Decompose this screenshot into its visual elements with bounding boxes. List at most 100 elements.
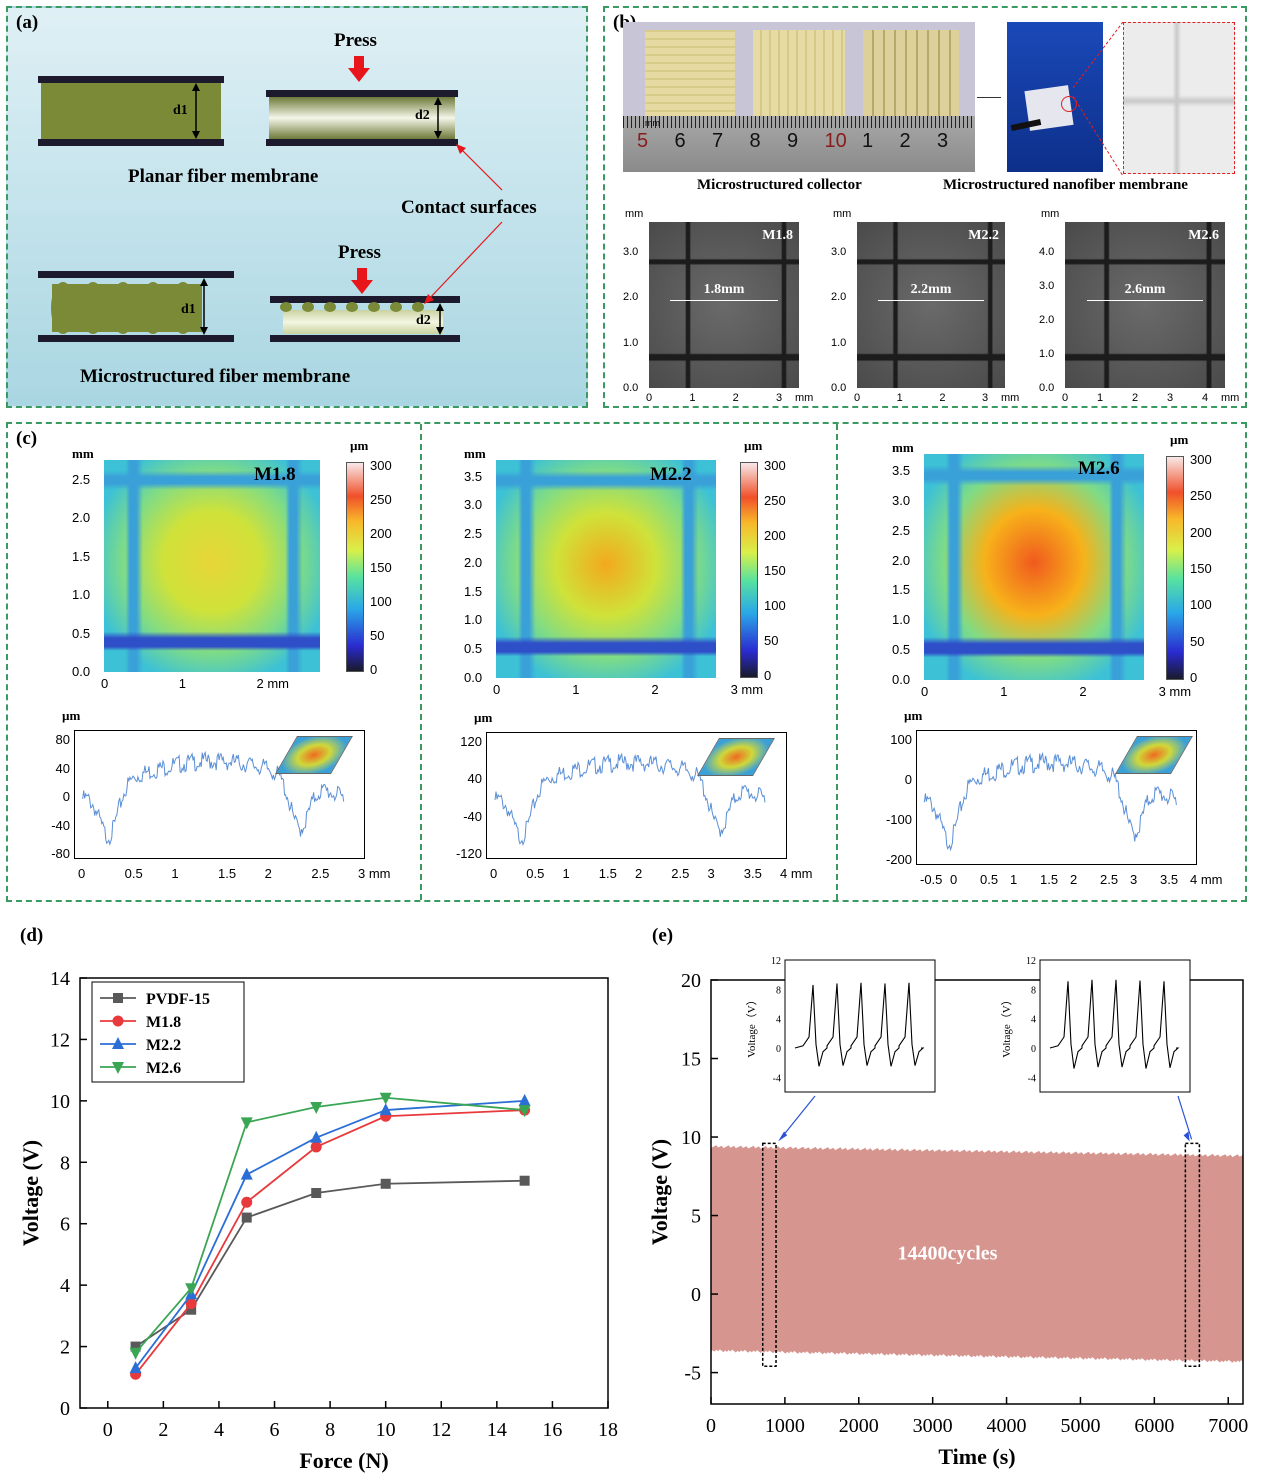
y-tick-label: 14 — [50, 968, 70, 990]
map-y-tick: 1.5 — [464, 583, 483, 599]
membrane-zoom — [1123, 22, 1235, 174]
sem-y-tick: 2.0 — [1039, 314, 1055, 326]
sem-name: M1.8 — [762, 228, 793, 243]
collector-caption: Microstructured collector — [697, 177, 862, 193]
map-name: M2.2 — [650, 464, 692, 485]
inset-y-label: Voltage（V） — [745, 994, 758, 1057]
x-tick-label: 3000 — [913, 1415, 953, 1437]
sem-y-tick: 3.0 — [1039, 280, 1055, 292]
profile-line — [82, 750, 345, 846]
plate — [270, 296, 460, 303]
profile-x-tick: 2 — [1070, 872, 1078, 887]
sem-x-tick: 4 — [1202, 392, 1209, 404]
map-y-tick: 3.0 — [892, 492, 911, 508]
arrow — [977, 97, 1001, 98]
sem-x-unit: mm — [1001, 392, 1020, 404]
sem-x-unit: mm — [795, 392, 814, 404]
profile-y-unit: µm — [904, 708, 923, 723]
map-y-tick: 1.5 — [892, 582, 911, 598]
y-tick-label: 0 — [691, 1284, 701, 1306]
colorbar-tick: 250 — [1190, 488, 1212, 504]
map-y-tick: 1.0 — [892, 612, 911, 628]
profile-x-tick: 3.5 — [743, 866, 762, 881]
zoom-lines — [1073, 21, 1123, 177]
sem-x-tick: 3 — [982, 392, 989, 404]
colorbar-tick: 200 — [1190, 524, 1212, 540]
plot-frame — [710, 979, 1244, 1405]
profile-line — [923, 751, 1177, 852]
press-label-top: Press — [334, 30, 377, 51]
ruler-number: 1 — [862, 130, 874, 152]
map-y-tick: 0.0 — [892, 672, 911, 687]
map-y-tick: 1.5 — [72, 548, 91, 564]
colorbar-tick: 150 — [764, 563, 786, 578]
series-line — [135, 1179, 525, 1348]
dim-arrow — [1087, 300, 1203, 301]
plate — [38, 335, 234, 342]
map-x-tick: 3 mm — [730, 682, 764, 697]
colorbar-tick: 200 — [370, 526, 392, 541]
sem-image: M2.2 2.2mm — [857, 222, 1005, 388]
x-tick-label: 6 — [270, 1419, 280, 1441]
sem-name: M2.2 — [968, 228, 999, 243]
x-tick-label: 10 — [376, 1419, 396, 1441]
sem-y-tick: 4.0 — [1039, 246, 1055, 258]
inset-pointer — [779, 1095, 816, 1140]
dim-arrow — [670, 300, 778, 301]
series-line — [134, 1096, 525, 1354]
x-tick-label: 4 — [214, 1419, 224, 1441]
colorbar-tick: 300 — [764, 458, 786, 473]
profile-x-tick: 2.5 — [311, 866, 330, 881]
micro-caption: Microstructured fiber membrane — [80, 366, 351, 387]
map-x-tick: 2 — [651, 682, 659, 697]
zoom-box — [761, 1142, 777, 1368]
inset-y-tick: 4 — [1031, 1015, 1036, 1026]
height-map — [496, 460, 716, 678]
sem-dim: 2.6mm — [1124, 282, 1166, 297]
inset-plot: -4 0 4 8 12 Voltage（V） — [1000, 956, 1193, 1142]
voltage-band — [711, 1145, 1243, 1363]
map-x-tick: 3 mm — [1158, 684, 1192, 699]
colorbar-unit: µm — [1170, 432, 1189, 447]
inset-y-tick: 0 — [776, 1044, 781, 1055]
x-tick-label: 4000 — [987, 1415, 1027, 1437]
profile-x-tick: 2.5 — [671, 866, 690, 881]
data-point — [518, 1105, 531, 1118]
planar-caption: Planar fiber membrane — [128, 166, 319, 187]
data-point — [379, 1092, 392, 1105]
sem-image: M2.6 2.6mm — [1065, 222, 1225, 388]
profile-plot — [486, 732, 787, 859]
y-axis-label: Voltage (V) — [18, 1140, 43, 1246]
ruler-number: 3 — [937, 130, 949, 152]
sem-y-tick: 1.0 — [831, 336, 847, 349]
y-tick-label: 12 — [50, 1029, 70, 1051]
ruler-number: 9 — [787, 130, 799, 152]
plot-frame — [79, 977, 609, 1409]
inset-signal — [794, 982, 925, 1067]
profile-plot — [74, 730, 365, 859]
data-point — [240, 1167, 253, 1180]
series-M2.6 — [129, 1092, 531, 1360]
profile-y-unit: µm — [62, 708, 81, 723]
colorbar-tick: 100 — [1190, 597, 1212, 613]
ruler-ticks — [623, 116, 975, 128]
x-tick-label: 6000 — [1134, 1415, 1174, 1437]
colorbar-tick: 150 — [370, 560, 392, 575]
map-x-tick: 0 — [493, 682, 501, 697]
sem-y-tick: 1.0 — [623, 336, 639, 349]
map-x-tick: 0 — [921, 684, 929, 699]
data-point — [379, 1103, 392, 1116]
colorbar-tick: 100 — [370, 594, 392, 609]
map-y-unit: mm — [72, 446, 94, 461]
profile-x-tick: 1.5 — [1040, 872, 1059, 887]
map-x-tick: 1 — [572, 682, 580, 697]
map-x-tick: 0 — [101, 676, 109, 691]
x-tick-label: 2 — [158, 1419, 168, 1441]
cycles-annotation: 14400cycles — [897, 1243, 997, 1265]
inset-y-tick: 0 — [1031, 1044, 1036, 1055]
panel-c: (c) M1.8 mm 0.0 0.5 1.0 1.5 2.0 2.5 0 1 2 mm µm 0 50 1… — [6, 422, 1247, 902]
sem-x-tick: 1 — [1097, 392, 1104, 404]
panel-a: (a) — [6, 6, 588, 408]
x-tick-label: 1000 — [765, 1415, 805, 1437]
